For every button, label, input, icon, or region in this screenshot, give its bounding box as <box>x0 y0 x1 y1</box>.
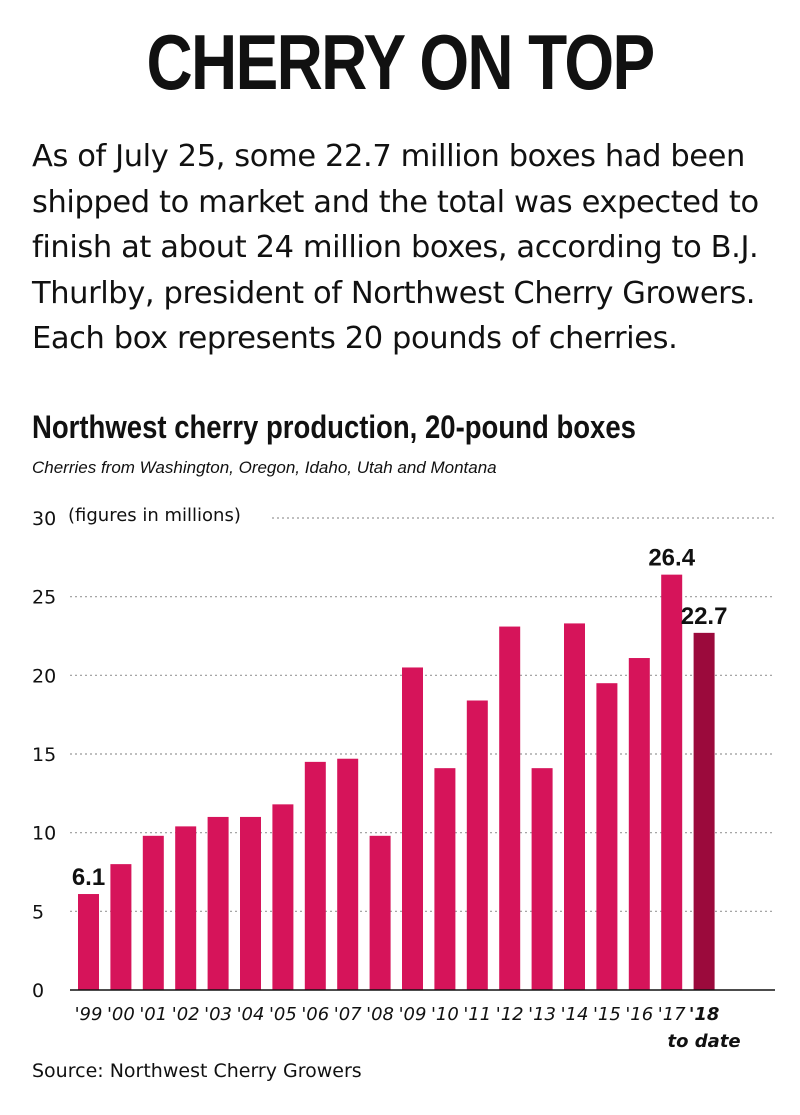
y-tick-label: 5 <box>32 901 44 923</box>
y-tick-label: 30 <box>32 508 56 530</box>
bar-chart: 0 5 10 15 20 25 30 (figures in millions) 6.1 26… <box>32 505 775 1052</box>
x-tick-label: '99 <box>75 1004 103 1025</box>
x-tick-label: '17 <box>658 1004 686 1025</box>
intro-paragraph: As of July 25, some 22.7 million boxes h… <box>32 139 759 356</box>
bar <box>175 826 197 990</box>
unit-note: (figures in millions) <box>68 505 241 526</box>
x-tick-label: '08 <box>366 1004 394 1025</box>
bar <box>207 816 229 990</box>
bar <box>628 658 650 990</box>
bar <box>661 574 683 990</box>
y-tick-label: 10 <box>32 823 56 845</box>
chart-title: Northwest cherry production, 20-pound bo… <box>32 409 636 445</box>
x-tick-label: '13 <box>528 1004 556 1025</box>
x-tick-label: '06 <box>301 1004 329 1025</box>
y-tick-label: 25 <box>32 587 56 609</box>
bar <box>142 835 164 990</box>
x-tick-label: '01 <box>139 1004 167 1025</box>
x-tick-label: '03 <box>204 1004 232 1025</box>
bar <box>693 632 715 990</box>
x-tick-label: '18 <box>689 1004 720 1025</box>
bar <box>110 864 132 990</box>
x-tick-label: '09 <box>399 1004 427 1025</box>
y-axis-ticks: 0 5 10 15 20 25 30 <box>32 508 56 1002</box>
x-tick-label: '12 <box>496 1004 524 1025</box>
bar <box>531 768 553 990</box>
bar <box>78 894 99 990</box>
x-tick-note: to date <box>668 1031 741 1052</box>
value-label: 22.7 <box>681 603 728 630</box>
value-label: 26.4 <box>648 545 695 572</box>
x-tick-label: '05 <box>269 1004 297 1025</box>
bar <box>434 768 456 990</box>
x-tick-label: '14 <box>561 1004 589 1025</box>
x-tick-label: '07 <box>334 1004 362 1025</box>
x-tick-label: '00 <box>107 1004 135 1025</box>
x-tick-label: '10 <box>431 1004 459 1025</box>
bar <box>466 700 488 990</box>
bar <box>499 626 521 990</box>
source-note: Source: Northwest Cherry Growers <box>32 1060 362 1082</box>
bar <box>304 761 326 990</box>
headline: CHERRY ON TOP <box>146 18 655 106</box>
bars <box>78 574 715 990</box>
bar <box>564 623 585 990</box>
bar <box>596 683 618 990</box>
value-labels: 6.1 26.4 22.7 <box>72 545 728 891</box>
x-tick-label: '04 <box>237 1004 265 1025</box>
x-tick-label: '02 <box>172 1004 200 1025</box>
x-tick-label: '11 <box>463 1004 491 1025</box>
value-label: 6.1 <box>72 864 105 891</box>
x-tick-label: '16 <box>625 1004 653 1025</box>
x-axis-ticks: '99'00'01'02'03'04'05'06'07'08'09'10'11 '… <box>75 1004 741 1052</box>
bar <box>402 667 423 990</box>
bar <box>240 816 261 990</box>
grid-lines <box>70 517 775 912</box>
y-tick-label: 0 <box>32 980 44 1002</box>
bar <box>337 758 359 990</box>
y-tick-label: 20 <box>32 665 56 687</box>
bar <box>369 835 391 990</box>
x-tick-label: '15 <box>593 1004 621 1025</box>
chart-subtitle: Cherries from Washington, Oregon, Idaho,… <box>32 458 497 477</box>
bar <box>272 804 294 990</box>
y-tick-label: 15 <box>32 744 56 766</box>
